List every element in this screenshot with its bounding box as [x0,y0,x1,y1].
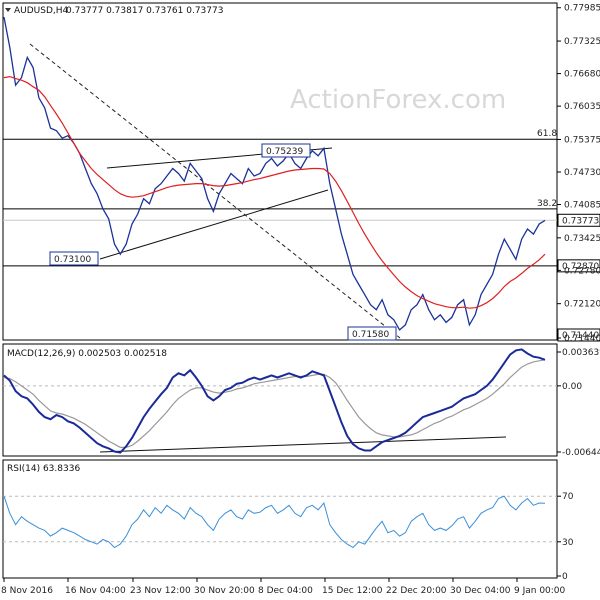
x-tick-label: 22 Dec 20:00 [386,586,447,596]
x-tick-label: 16 Nov 04:00 [65,586,126,596]
rsi-panel: 70 30 0 RSI(14) 63.8336 [2,459,574,582]
macd-header: MACD(12,26,9) 0.002503 0.002518 [7,349,167,359]
price-y-tick-label: 0.74730 [564,168,600,178]
triangle-lower-line [99,189,329,260]
price-y-tick-label: 0.76680 [564,70,600,80]
x-tick-label: 9 Jan 00:00 [514,586,566,596]
rsi-line [3,495,546,549]
macd-macd-line [3,348,546,454]
macd-panel: 0.003639 0.00 -0.006446 MACD(12,26,9) 0.00… [2,343,600,458]
macd-plot-frame [2,343,558,457]
fib-level-label: 38.2 [537,199,557,209]
fib-level-label: 61.8 [537,129,557,139]
bottom-level-box [557,328,600,342]
price-annotation-box [49,251,99,266]
price-y-tick-label: 0.76035 [564,102,600,112]
collapse-triangle-icon[interactable] [5,8,11,12]
price-y-tick-label: 0.72120 [564,300,600,310]
x-tick-label: 15 Dec 12:00 [322,586,383,596]
current-price-box [557,213,600,227]
rsi-plot-frame [2,459,558,579]
price-annotation-box [347,326,397,341]
macd-y-tick-label: 0.00 [562,382,582,392]
price-panel: ActionForex.com 61.8 38.2 0.72870 0.73773 0.… [2,2,600,344]
rsi-y-tick-label: 0 [562,572,568,582]
bottom-level-label: 0.71440 [562,331,599,341]
level-price-box [557,259,600,273]
price-y-tick-label: 0.75375 [564,135,600,145]
close-series-line [3,16,546,331]
price-annotation-label: 0.71580 [352,330,389,340]
macd-y-tick-label: 0.003639 [562,348,600,358]
x-tick-label: 30 Nov 20:00 [194,586,255,596]
macd-y-tick-label: -0.006446 [562,448,600,458]
price-y-tick-label: 0.77325 [564,37,600,47]
macd-divergence-line [99,436,507,453]
price-y-tick-label: 0.71440 [564,334,600,344]
price-header-ohlc: 0.73777 0.73817 0.73761 0.73773 [66,6,223,16]
price-y-tick-label: 0.77985 [564,4,600,14]
price-annotation-label: 0.73100 [54,255,91,265]
price-y-tick-label: 0.73425 [564,234,600,244]
macd-signal-line [3,359,546,448]
moving-average-series-line [3,75,546,309]
x-tick-label: 23 Nov 12:00 [130,586,191,596]
price-y-tick-label: 0.72780 [564,266,600,276]
x-tick-label: 30 Dec 04:00 [450,586,511,596]
x-axis: 8 Nov 2016 16 Nov 04:00 23 Nov 12:00 30 Nov… [1,578,566,596]
price-y-tick-label: 0.74085 [564,201,600,211]
watermark: ActionForex.com [290,85,506,115]
price-annotation-label: 0.75239 [266,147,303,157]
price-annotation-box [261,143,311,158]
rsi-y-tick-label: 70 [562,492,574,502]
price-header-symbol: AUDUSD,H4 [14,6,69,16]
level-price-label: 0.72870 [562,262,599,272]
rsi-y-tick-label: 30 [562,538,574,548]
x-tick-label: 8 Dec 04:00 [258,586,313,596]
rsi-header: RSI(14) 63.8336 [7,464,80,474]
current-price-label: 0.73773 [562,216,599,226]
x-tick-label: 8 Nov 2016 [1,586,53,596]
downtrend-channel-line [29,43,401,339]
